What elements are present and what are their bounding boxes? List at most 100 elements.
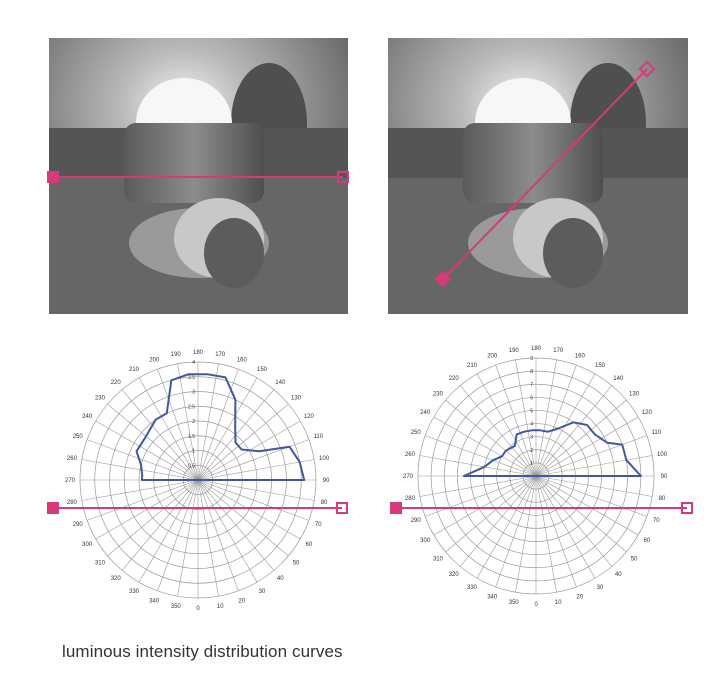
angle-label-left-30: 30 bbox=[259, 589, 266, 595]
angle-label-right-320: 320 bbox=[449, 572, 460, 578]
grid-spoke-right-30 bbox=[535, 475, 596, 579]
grid-spoke-left-200 bbox=[157, 369, 199, 481]
chart-marker-end-left[interactable] bbox=[336, 502, 348, 514]
grid-spoke-right-60 bbox=[535, 475, 639, 536]
measure-line-left bbox=[53, 176, 343, 178]
angle-label-left-210: 210 bbox=[129, 367, 140, 373]
angle-label-left-270: 270 bbox=[65, 478, 76, 484]
angle-label-left-110: 110 bbox=[313, 434, 323, 440]
grid-spoke-left-240 bbox=[95, 420, 199, 481]
angle-label-left-180: 180 bbox=[193, 350, 204, 356]
angle-label-right-220: 220 bbox=[449, 376, 460, 382]
angle-label-left-220: 220 bbox=[111, 380, 122, 386]
angle-label-left-90: 90 bbox=[323, 478, 330, 484]
grid-spoke-left-30 bbox=[197, 479, 258, 583]
grid-spoke-left-340 bbox=[157, 479, 199, 591]
chart-marker-end-right[interactable] bbox=[681, 502, 693, 514]
angle-label-right-330: 330 bbox=[467, 585, 478, 591]
grid-spoke-right-130 bbox=[535, 399, 627, 477]
grid-spoke-right-260 bbox=[419, 455, 537, 477]
grid-spoke-right-340 bbox=[495, 475, 537, 587]
angle-label-left-250: 250 bbox=[73, 434, 84, 440]
angle-label-left-100: 100 bbox=[319, 456, 330, 462]
measure-start-handle-left[interactable] bbox=[47, 171, 59, 183]
grid-spoke-left-350 bbox=[177, 479, 199, 597]
lamp-image-left bbox=[49, 38, 348, 314]
angle-label-right-70: 70 bbox=[653, 518, 660, 524]
grid-spoke-left-260 bbox=[81, 459, 199, 481]
grid-spoke-left-320 bbox=[121, 479, 199, 571]
radial-label-right-1: 1 bbox=[530, 461, 533, 467]
grid-spoke-left-290 bbox=[87, 479, 199, 521]
radial-label-right-9: 9 bbox=[530, 356, 533, 362]
angle-label-right-250: 250 bbox=[411, 430, 422, 436]
angle-label-right-280: 280 bbox=[405, 496, 416, 502]
radial-label-right-6: 6 bbox=[530, 395, 533, 401]
angle-label-left-280: 280 bbox=[67, 500, 78, 506]
grid-spoke-right-70 bbox=[535, 475, 647, 517]
angle-label-left-0: 0 bbox=[196, 606, 200, 612]
grid-spoke-left-280 bbox=[81, 479, 199, 501]
grid-spoke-left-20 bbox=[197, 479, 239, 591]
radial-label-right-8: 8 bbox=[530, 369, 533, 375]
measure-line-right bbox=[442, 68, 648, 280]
grid-spoke-left-80 bbox=[197, 479, 315, 501]
angle-label-right-100: 100 bbox=[657, 452, 668, 458]
radial-label-right-2: 2 bbox=[530, 448, 533, 454]
angle-label-right-60: 60 bbox=[644, 538, 651, 544]
angle-label-right-120: 120 bbox=[642, 410, 653, 416]
angle-label-left-290: 290 bbox=[73, 522, 84, 528]
radial-label-left-4: 2 bbox=[192, 419, 195, 425]
radial-label-right-4: 4 bbox=[530, 422, 533, 428]
grid-spoke-left-10 bbox=[197, 479, 219, 597]
angle-label-left-150: 150 bbox=[257, 367, 268, 373]
angle-label-right-180: 180 bbox=[531, 346, 542, 352]
grid-spoke-left-60 bbox=[197, 479, 301, 540]
angle-label-right-140: 140 bbox=[613, 376, 624, 382]
angle-label-left-170: 170 bbox=[215, 352, 226, 358]
angle-label-left-80: 80 bbox=[321, 500, 328, 506]
grid-spoke-left-50 bbox=[197, 479, 289, 557]
intensity-curve-right-0 bbox=[462, 421, 642, 477]
angle-label-right-50: 50 bbox=[631, 556, 638, 562]
angle-label-right-20: 20 bbox=[576, 594, 583, 600]
angle-label-left-70: 70 bbox=[315, 522, 322, 528]
angle-label-left-140: 140 bbox=[275, 380, 286, 386]
angle-label-right-260: 260 bbox=[405, 452, 416, 458]
angle-label-left-10: 10 bbox=[217, 604, 224, 610]
angle-label-left-300: 300 bbox=[82, 542, 93, 548]
angle-label-left-20: 20 bbox=[238, 598, 245, 604]
angle-label-right-150: 150 bbox=[595, 363, 606, 369]
grid-spoke-right-290 bbox=[425, 475, 537, 517]
chart-marker-start-right[interactable] bbox=[390, 502, 402, 514]
grid-spoke-left-220 bbox=[121, 389, 199, 481]
angle-label-right-350: 350 bbox=[509, 600, 520, 606]
angle-label-right-300: 300 bbox=[420, 538, 431, 544]
measure-end-handle-right[interactable] bbox=[638, 60, 656, 78]
grid-spoke-right-110 bbox=[535, 435, 647, 477]
angle-label-right-270: 270 bbox=[403, 474, 414, 480]
angle-label-left-320: 320 bbox=[111, 576, 122, 582]
radial-label-left-3: 1.5 bbox=[188, 434, 195, 440]
chart-marker-start-left[interactable] bbox=[47, 502, 59, 514]
radial-label-left-6: 3 bbox=[192, 390, 195, 396]
angle-label-right-0: 0 bbox=[534, 602, 538, 608]
grid-spoke-left-40 bbox=[197, 479, 275, 571]
grid-spoke-right-230 bbox=[445, 399, 537, 477]
angle-label-right-170: 170 bbox=[553, 348, 564, 354]
radial-label-left-2: 1 bbox=[192, 449, 195, 455]
grid-spoke-right-250 bbox=[425, 435, 537, 477]
grid-spoke-right-160 bbox=[535, 365, 577, 477]
angle-label-left-40: 40 bbox=[277, 576, 284, 582]
grid-spoke-right-50 bbox=[535, 475, 627, 553]
grid-spoke-right-280 bbox=[419, 475, 537, 497]
angle-label-left-230: 230 bbox=[95, 396, 106, 402]
grid-spoke-left-230 bbox=[107, 403, 199, 481]
grid-spoke-left-130 bbox=[197, 403, 289, 481]
measure-end-handle-left[interactable] bbox=[337, 171, 349, 183]
radial-label-left-8: 4 bbox=[192, 360, 195, 366]
grid-spoke-left-330 bbox=[138, 479, 199, 583]
radial-label-right-7: 7 bbox=[530, 382, 533, 388]
angle-label-right-40: 40 bbox=[615, 572, 622, 578]
grid-spoke-right-300 bbox=[433, 475, 537, 536]
